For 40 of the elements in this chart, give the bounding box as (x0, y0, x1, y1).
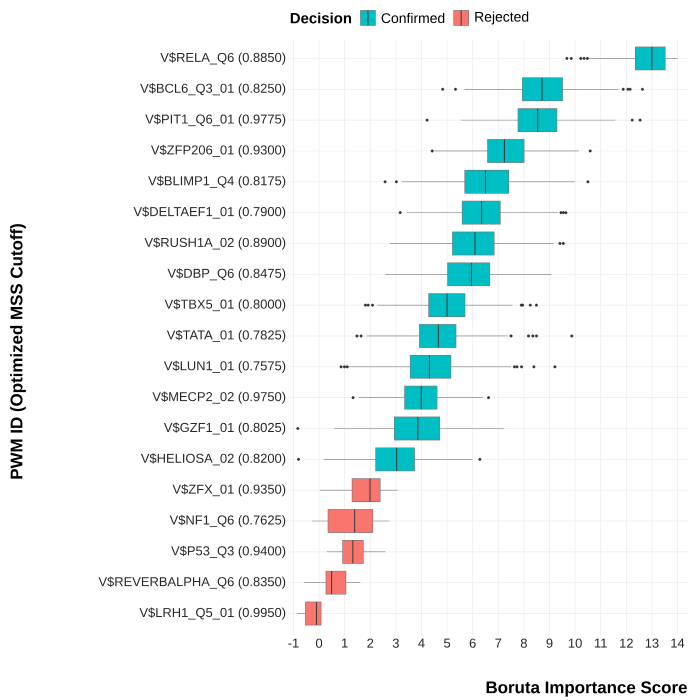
y-tick-label: V$DELTAEF1_01 (0.7900) (133, 206, 286, 219)
x-tick-label: 14 (671, 638, 684, 648)
y-tick-label: V$P53_Q3 (0.9400) (171, 546, 286, 558)
y-tick-label: V$NF1_Q6 (0.7625) (170, 514, 286, 528)
x-tick-label: 1 (342, 638, 348, 648)
y-tick-label: V$ZFX_01 (0.9350) (172, 484, 286, 496)
y-tick-label: V$MECP2_02 (0.9750) (152, 392, 286, 404)
x-tick-label: 0 (316, 638, 322, 648)
x-tick-label: 6 (470, 638, 476, 648)
y-tick-label: V$BCL6_Q3_01 (0.8250) (140, 83, 286, 96)
y-tick-label: V$HELIOSA_02 (0.8200) (140, 453, 286, 466)
y-tick-label: V$ZFP206_01 (0.9300) (150, 144, 286, 158)
y-tick-label: V$TBX5_01 (0.8000) (164, 299, 286, 312)
y-tick-label: V$LUN1_01 (0.7575) (164, 360, 286, 373)
y-tick-label: V$REVERBALPHA_Q6 (0.8350) (98, 576, 286, 589)
y-tick-label: V$TATA_01 (0.7825) (166, 330, 286, 342)
y-tick-label: V$RUSH1A_02 (0.8900) (144, 237, 286, 250)
x-tick-label: 2 (367, 638, 374, 648)
y-tick-label: V$PIT1_Q6_01 (0.9775) (145, 114, 286, 126)
legend-title: Decision (290, 12, 352, 24)
x-tick-label: -1 (288, 638, 299, 648)
legend-label: Rejected (475, 11, 528, 24)
x-tick-label: 13 (646, 638, 659, 648)
y-tick-label: V$GZF1_01 (0.8025) (164, 422, 286, 435)
legend-label: Confirmed (382, 12, 444, 24)
y-tick-label: V$BLIMP1_Q4 (0.8175) (148, 176, 286, 188)
x-tick-label: 9 (546, 638, 552, 648)
y-tick-label: V$RELA_Q6 (0.8850) (160, 52, 286, 65)
y-tick-label: V$LRH1_Q5_01 (0.9950) (139, 607, 286, 620)
x-axis-title: Boruta Importance Score (486, 681, 687, 697)
x-tick-label: 11 (594, 638, 607, 648)
x-tick-label: 4 (418, 638, 425, 648)
x-tick-label: 10 (568, 638, 582, 648)
y-tick-label: V$DBP_Q6 (0.8475) (168, 268, 286, 280)
x-tick-label: 12 (620, 638, 633, 648)
x-tick-label: 5 (444, 638, 450, 648)
x-tick-label: 8 (520, 638, 527, 648)
x-tick-label: 7 (495, 638, 502, 648)
x-tick-label: 3 (392, 638, 399, 648)
y-axis-title: PWM ID (Optimized MSS Cutoff) (10, 224, 26, 479)
